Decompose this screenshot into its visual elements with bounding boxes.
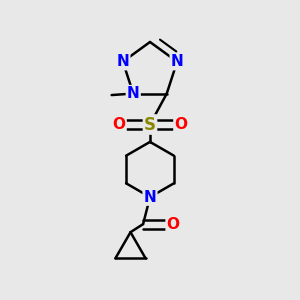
Text: O: O [174,117,188,132]
Text: N: N [144,190,156,205]
Text: N: N [116,54,129,69]
Text: N: N [171,54,184,69]
Text: O: O [112,117,126,132]
Text: O: O [167,217,180,232]
Text: S: S [144,116,156,134]
Text: N: N [127,86,140,101]
